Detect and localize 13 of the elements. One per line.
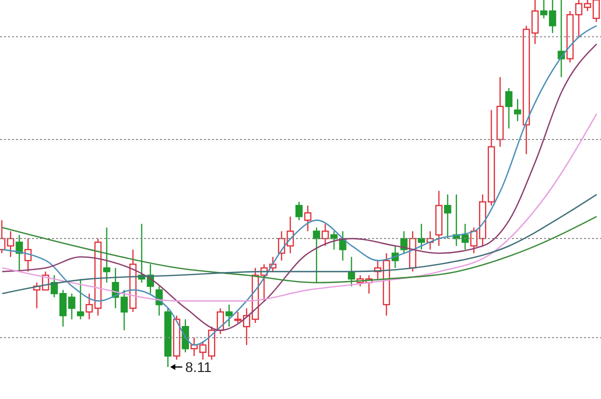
candlestick — [16, 234, 23, 272]
candlestick — [76, 278, 84, 320]
annotation: 8.11 — [185, 359, 212, 375]
candlestick — [103, 226, 110, 284]
candlestick — [322, 223, 329, 246]
candlestick — [295, 201, 303, 221]
candlestick — [226, 304, 233, 328]
candlestick — [444, 194, 452, 240]
candlestick — [505, 87, 512, 130]
candlestick — [312, 226, 320, 284]
candlestick — [418, 223, 426, 250]
candlestick — [514, 98, 522, 122]
candlestick — [304, 204, 312, 232]
